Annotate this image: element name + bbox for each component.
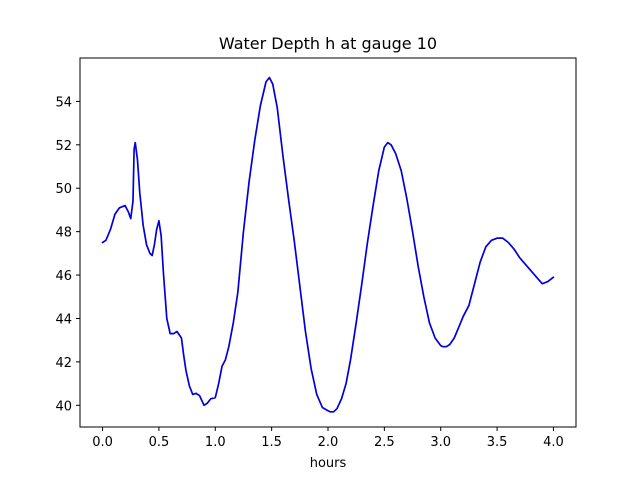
x-tick-label: 2.0 <box>318 435 339 450</box>
x-axis-label: hours <box>310 456 347 471</box>
y-axis: 40 42 44 46 48 50 52 54 <box>55 95 80 414</box>
y-tick-label: 46 <box>55 269 72 284</box>
chart-title: Water Depth h at gauge 10 <box>219 34 437 53</box>
x-tick-label: 3.0 <box>430 435 451 450</box>
y-tick-label: 54 <box>55 95 72 110</box>
x-tick-label: 0.0 <box>92 435 113 450</box>
x-tick-label: 0.5 <box>149 435 170 450</box>
y-tick-label: 48 <box>55 226 72 241</box>
y-tick-label: 50 <box>55 182 72 197</box>
series-line-water-depth <box>101 76 555 413</box>
y-tick-label: 44 <box>55 312 72 327</box>
x-tick-label: 1.5 <box>261 435 282 450</box>
x-tick-label: 2.5 <box>374 435 395 450</box>
y-tick-label: 52 <box>55 139 72 154</box>
x-tick-label: 1.0 <box>205 435 226 450</box>
y-tick-label: 40 <box>55 399 72 414</box>
series-layer <box>101 76 555 413</box>
x-tick-label: 3.5 <box>487 435 508 450</box>
x-axis: 0.0 0.5 1.0 1.5 2.0 2.5 3.0 3.5 4.0 <box>92 427 564 450</box>
y-tick-label: 42 <box>55 356 72 371</box>
x-tick-label: 4.0 <box>543 435 564 450</box>
